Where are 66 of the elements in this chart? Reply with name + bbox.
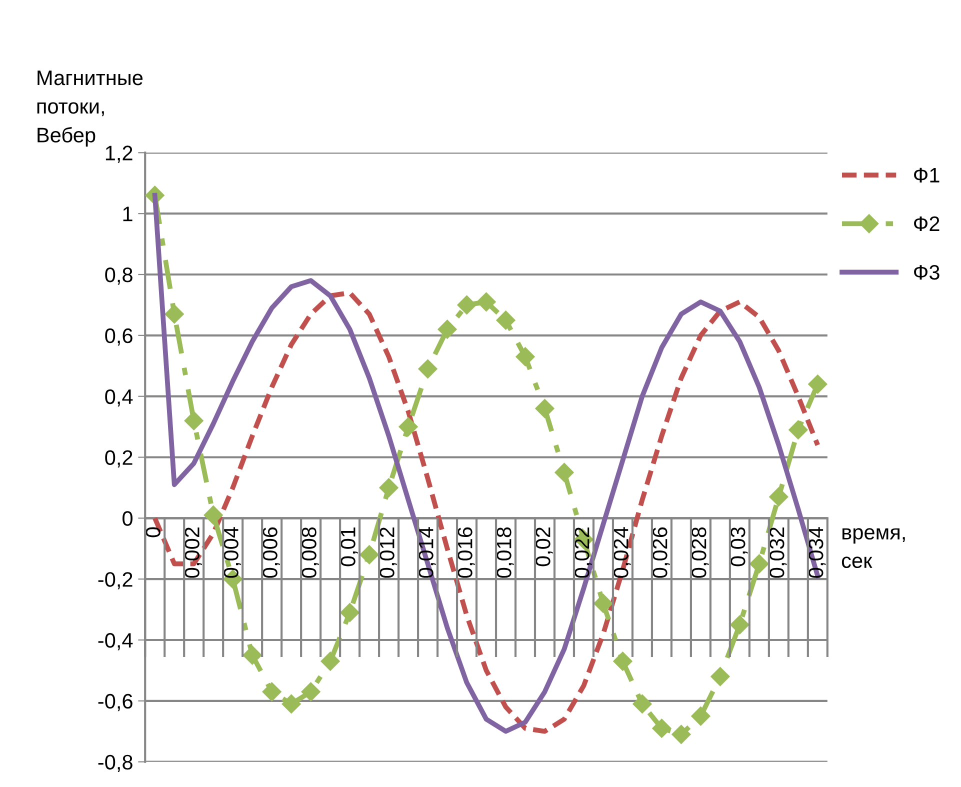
- point: [613, 652, 632, 671]
- x-tick-label: 0,024: [614, 527, 631, 578]
- point: [516, 347, 535, 366]
- y-tick-label: -0,6: [98, 694, 132, 712]
- y-tick-label: -0,2: [98, 572, 132, 590]
- point: [710, 667, 730, 686]
- x-tick-label: 0,018: [496, 527, 514, 578]
- point: [360, 545, 379, 564]
- point: [418, 359, 438, 378]
- point: [282, 694, 301, 714]
- y-tick-label: -0,8: [98, 754, 132, 772]
- x-tick-label: 0,012: [380, 528, 397, 578]
- y-axis-title: Магнитные потоки, Вебер: [37, 70, 143, 147]
- x-tick-label: 0,006: [262, 527, 280, 578]
- point: [632, 694, 652, 714]
- point: [379, 478, 398, 498]
- point: [788, 420, 808, 440]
- point: [164, 304, 184, 324]
- x-tick-label: 0,02: [536, 528, 553, 566]
- x-tick-label: 0,008: [302, 527, 319, 578]
- point: [672, 724, 691, 744]
- point: [457, 295, 476, 314]
- x-tick-label: 0,032: [770, 528, 787, 578]
- x-tick-label: 0,01: [340, 528, 358, 566]
- point: [438, 320, 457, 339]
- x-tick-label: 0,028: [692, 527, 709, 578]
- point: [750, 554, 769, 574]
- x-tick-label: 0,034: [808, 527, 826, 578]
- point: [535, 398, 554, 418]
- x-tick-label: 0,026: [652, 527, 670, 578]
- y-tick-label: 1: [123, 206, 132, 222]
- x-tick-label: 0: [146, 527, 160, 538]
- point: [594, 594, 613, 613]
- point: [554, 462, 574, 482]
- point: [301, 682, 320, 702]
- y-tick-label: 0: [122, 511, 132, 526]
- legend-label: Ф1: [914, 168, 940, 182]
- x-axis-title: время, сек: [842, 528, 905, 568]
- point: [242, 646, 262, 665]
- y-tick-label: 1,2: [106, 146, 132, 163]
- x-tick-label: 0,016: [458, 527, 475, 578]
- y-tick-label: 0,8: [105, 268, 132, 285]
- y-tick-label: 0,6: [105, 328, 132, 346]
- x-tick-label: 0,004: [224, 527, 241, 578]
- point: [476, 292, 496, 312]
- x-tick-label: 0,022: [574, 528, 592, 578]
- y-tick-label: 0,2: [105, 450, 132, 468]
- point: [262, 682, 282, 702]
- point: [691, 706, 710, 726]
- legend-label: Ф3: [914, 264, 940, 280]
- y-tick-label: 0,4: [105, 389, 133, 407]
- point: [808, 374, 828, 394]
- point: [320, 652, 340, 671]
- point: [652, 718, 672, 738]
- legend-label: Ф2: [914, 216, 940, 232]
- point: [730, 615, 750, 634]
- x-tick-label: 0,014: [418, 527, 436, 578]
- point: [496, 310, 516, 330]
- point: [769, 487, 788, 506]
- y-tick-label: -0,4: [98, 632, 133, 650]
- point: [340, 603, 360, 622]
- x-tick-label: 0,002: [184, 528, 202, 578]
- x-tick-label: 0,03: [730, 527, 748, 566]
- point: [204, 506, 223, 525]
- point: [398, 417, 418, 436]
- point: [184, 411, 204, 430]
